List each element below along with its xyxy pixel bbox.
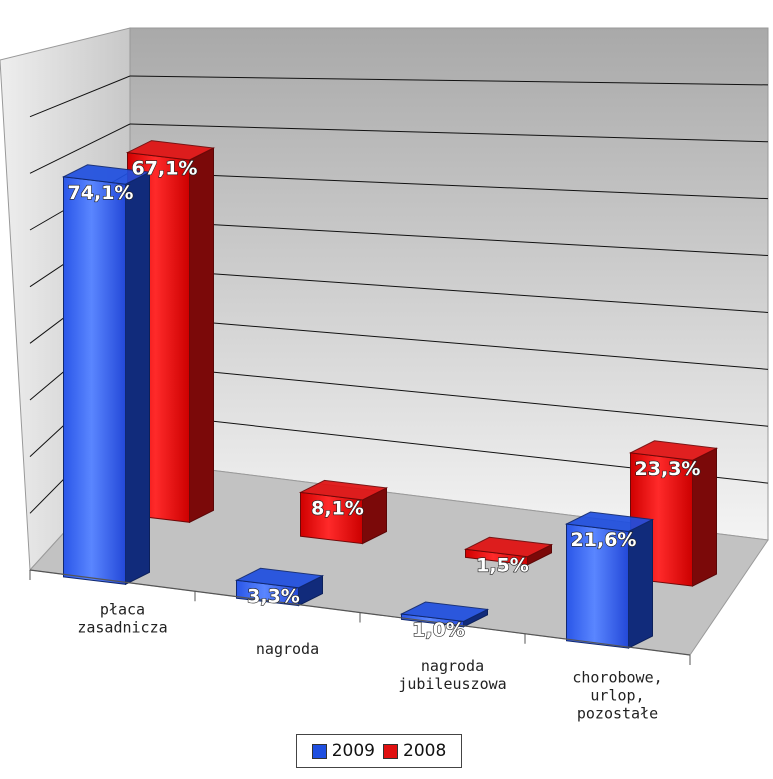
gridline: [29, 75, 131, 118]
gridline: [129, 315, 769, 370]
bar-0-1: [234, 567, 325, 607]
legend-item-2009: 2009: [311, 741, 375, 761]
bar-1-1: [298, 479, 389, 545]
data-label: 74,1%: [68, 182, 134, 204]
bar-top: [61, 164, 152, 185]
bar-0-3: [564, 511, 655, 649]
legend-item-2008: 2008: [383, 741, 446, 761]
category-label-line: jubileuszowa: [398, 675, 506, 693]
category-label-line: urlop,: [590, 686, 644, 704]
gridline: [129, 363, 769, 427]
category-label: chorobowe, urlop, pozostałe: [572, 668, 662, 722]
bar-top: [463, 536, 554, 558]
gridline: [129, 267, 769, 313]
category-label-line: płaca: [100, 601, 145, 619]
bar-top: [399, 601, 490, 622]
legend-label-2008: 2008: [403, 741, 447, 761]
data-label: 21,6%: [571, 529, 637, 551]
category-label-line: chorobowe,: [572, 668, 662, 686]
legend-label-2009: 2009: [331, 741, 375, 761]
data-label: 3,3%: [247, 585, 300, 607]
gridline: [129, 123, 769, 143]
gridline: [129, 219, 769, 257]
data-label: 1,5%: [476, 554, 529, 576]
bar-1-2: [463, 536, 554, 566]
bars: [61, 140, 719, 649]
category-label-line: zasadnicza: [77, 619, 167, 637]
category-label-line: nagroda: [421, 657, 484, 675]
category-label: płaca zasadnicza: [77, 601, 167, 637]
data-label: 67,1%: [132, 158, 198, 180]
category-label-line: nagroda: [256, 640, 319, 658]
category-label-line: pozostałe: [577, 704, 658, 722]
gridline: [129, 171, 769, 200]
legend-swatch-2008: [383, 743, 398, 759]
category-label: nagroda: [256, 640, 319, 658]
bar-top: [234, 567, 325, 589]
data-label: 23,3%: [635, 458, 701, 480]
data-label: 8,1%: [311, 497, 364, 519]
gridline: [129, 75, 769, 86]
bar-front: [63, 176, 126, 585]
gridline: [29, 123, 131, 174]
bar-top: [628, 440, 719, 461]
bar-top: [298, 479, 389, 501]
bar-side: [125, 171, 150, 586]
category-label: nagroda jubileuszowa: [398, 657, 506, 693]
data-labels: 67,1% 8,1% 1,5% 23,3% 74,1% 3,3% 1,0% 21,6%: [67, 157, 701, 642]
bar-0-0: [61, 164, 152, 586]
bar-top: [125, 140, 216, 161]
legend: 2009 2008: [296, 734, 462, 768]
bar-top: [564, 511, 655, 533]
x-axis: [29, 569, 691, 665]
legend-swatch-2009: [311, 743, 327, 759]
data-label: 1,0%: [412, 619, 465, 641]
bar-side: [189, 147, 214, 524]
